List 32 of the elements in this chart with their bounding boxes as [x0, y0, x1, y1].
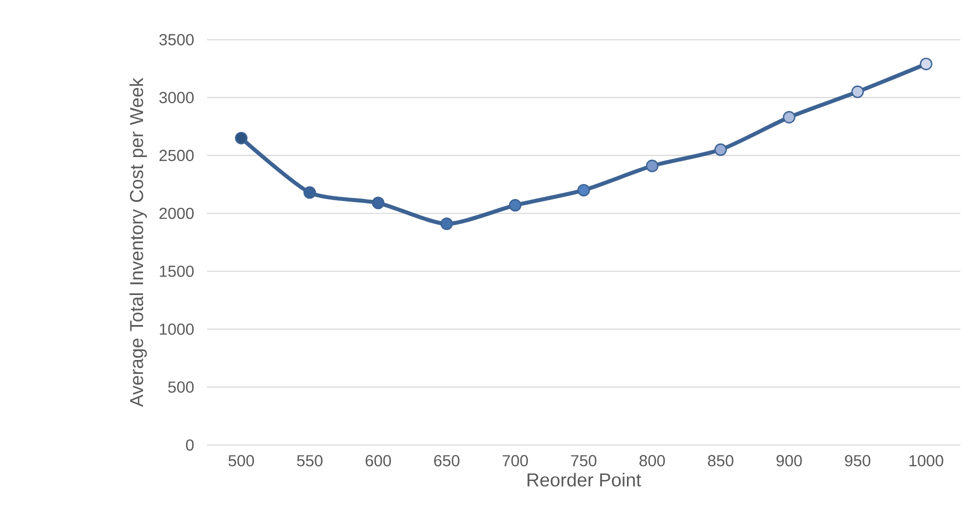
y-tick-label: 500 [168, 381, 194, 393]
y-tick-label: 1500 [160, 266, 194, 277]
point [851, 86, 864, 98]
y-tick-label: 2000 [159, 208, 194, 220]
x-tick-label: 700 [502, 455, 528, 466]
point [782, 110, 796, 124]
point [714, 143, 727, 156]
point [303, 186, 316, 199]
y-tick-label: 3500 [159, 34, 194, 46]
point [646, 160, 658, 172]
x-tick-label: 850 [708, 455, 734, 466]
x-tick-label: 1000 [910, 455, 944, 466]
y-tick-label: 0 [186, 439, 194, 451]
x-axis-title: Reorder Point [528, 472, 642, 487]
x-tick-label: 500 [228, 455, 254, 466]
point [920, 58, 932, 70]
x-tick-label: 650 [434, 455, 460, 466]
y-tick-label: 2500 [159, 150, 194, 162]
point [234, 132, 248, 144]
y-tick-label: 3000 [159, 92, 194, 104]
x-tick-label: 750 [571, 455, 596, 466]
point [508, 198, 522, 212]
point [372, 196, 384, 210]
x-tick-label: 950 [845, 455, 870, 466]
x-tick-label: 600 [366, 455, 391, 466]
x-tick-label: 900 [776, 455, 802, 466]
point [440, 218, 453, 230]
x-tick-label: 550 [297, 455, 322, 466]
x-tick-label: 800 [639, 455, 665, 466]
y-tick-label: 1000 [160, 324, 194, 335]
point [577, 184, 590, 196]
y-axis-title: Average Total Inventory Cost per Week [129, 78, 147, 407]
